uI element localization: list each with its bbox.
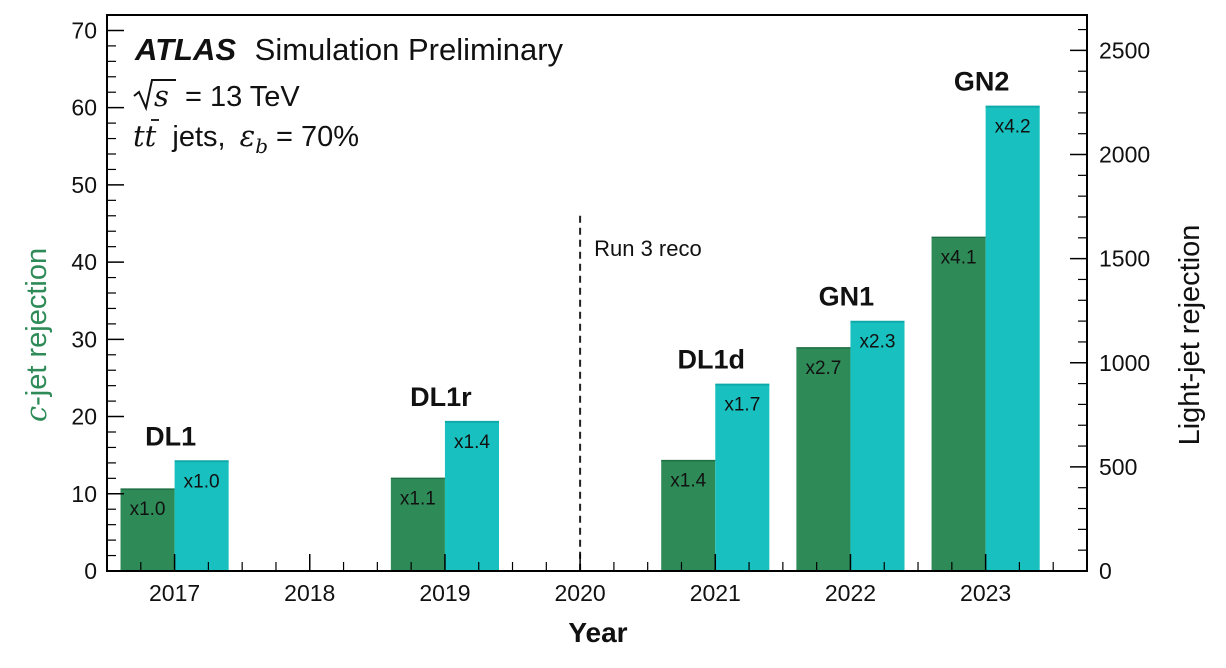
light-jet-factor-label: x1.4 [454,432,490,453]
sample-label: tt jets, εb = 70% [133,119,359,158]
x-tick-label: 2017 [149,580,200,606]
c-jet-bar [796,347,851,571]
y-axis-title-left: c-jet rejection [19,248,53,422]
light-jet-factor-label: x4.2 [995,117,1031,138]
c-jet-factor-label: x1.1 [400,488,436,509]
run3-annotation: Run 3 reco [594,236,702,261]
y-right-tick-label: 0 [1099,558,1112,584]
y-left-tick-label: 10 [71,481,97,507]
algorithm-label: DL1d [678,345,746,375]
algorithm-label: GN2 [954,67,1010,97]
light-jet-factor-label: x1.0 [184,471,220,492]
y-right-tick-label: 500 [1099,454,1137,480]
svg-text:tt jets, εb= 7: tt jets, εb = 70% [133,119,359,158]
c-jet-bar [931,237,986,571]
light-jet-factor-label: x2.3 [860,332,896,353]
light-jet-bar [174,461,229,571]
x-tick-label: 2022 [825,580,876,606]
c-jet-factor-label: x1.4 [670,471,706,492]
y-left-tick-label: 30 [71,326,97,352]
y-left-tick-label: 20 [71,404,97,430]
x-tick-label: 2023 [960,580,1011,606]
annotation-layer: Run 3 reco [579,215,702,571]
y-left-tick-label: 60 [71,95,97,121]
light-jet-factor-label: x1.7 [724,395,760,416]
y-left-tick-label: 0 [84,558,97,584]
algorithm-label: DL1r [410,382,472,412]
y-right-tick-label: 2500 [1099,37,1150,63]
y-right-tick-label: 1500 [1099,246,1150,272]
energy-label: s = 13 TeV [133,79,300,113]
c-jet-bar [390,478,445,571]
y-right-tick-label: 1000 [1099,350,1150,376]
y-axis-title-right: Light-jet rejection [1174,225,1206,446]
light-jet-bar [850,321,905,571]
light-jet-bar [985,106,1040,572]
c-jet-bar [661,460,716,571]
svg-text:s = 13 TeV: s = 13 TeV [154,79,300,113]
chart-header: ATLAS Simulation Preliminary s = 13 TeV … [133,32,564,158]
y-left-tick-label: 40 [71,249,97,275]
light-jet-bar [715,384,770,571]
x-tick-label: 2018 [284,580,335,606]
c-jet-factor-label: x4.1 [941,247,977,268]
algorithm-label: DL1 [145,421,196,451]
y-left-tick-label: 50 [71,172,97,198]
x-tick-label: 2020 [555,580,606,606]
bars-layer: x1.0 x1.0 DL1 x1.1 x1.4 DL1r x1.4 x1.7 DL1d x2.7 x… [120,67,1040,572]
axes-layer: 0 10 20 30 40 50 60 70 0 500 1000 1500 2000 2500 2017 2… [71,17,1150,606]
c-jet-bar [120,489,175,571]
light-jet-bar [444,421,499,571]
experiment-label: ATLAS Simulation Preliminary [134,32,564,67]
x-tick-label: 2021 [690,580,741,606]
c-jet-factor-label: x1.0 [130,499,166,520]
x-tick-label: 2019 [419,580,470,606]
algorithm-label: GN1 [819,282,875,312]
x-axis-title: Year [568,617,627,648]
y-left-tick-label: 70 [71,17,97,43]
c-jet-factor-label: x2.7 [805,358,841,379]
y-right-tick-label: 2000 [1099,142,1150,168]
